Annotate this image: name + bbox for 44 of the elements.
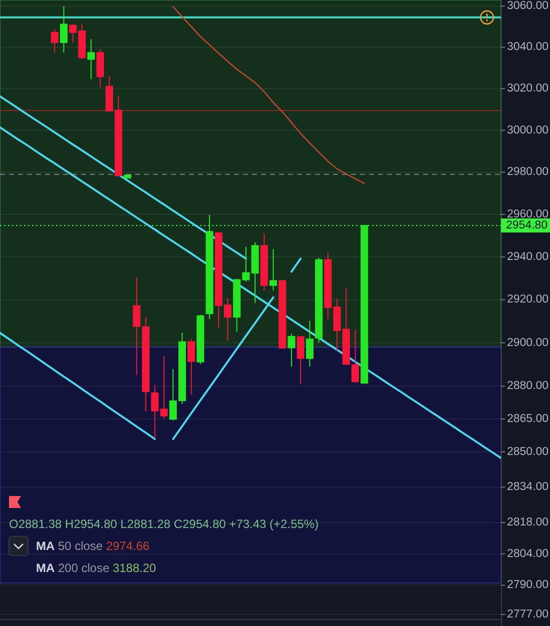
candlestick (288, 333, 296, 368)
y-tick-label: 2880.00 (507, 380, 549, 392)
candlestick (206, 214, 214, 320)
y-tick-label: 2940.00 (507, 250, 549, 263)
y-tick-label: 2900.00 (507, 336, 549, 349)
annotation: MA 50 close 2974.66 (36, 539, 150, 553)
y-tick-label: 2920.00 (507, 294, 549, 306)
candlestick (251, 242, 259, 304)
y-tick-label: 2960.00 (507, 208, 549, 220)
line-series (0, 126, 501, 459)
candlestick (60, 6, 68, 54)
ref-line-label: 2954.80 (506, 219, 548, 232)
candlestick (360, 224, 368, 384)
candlestick (260, 233, 268, 291)
candlestick (269, 248, 278, 291)
candlestick (188, 338, 196, 396)
y-tick-label: 3000.00 (507, 124, 549, 136)
candlestick (278, 280, 286, 349)
candlestick (351, 329, 360, 384)
y-tick-label: 2834.00 (507, 481, 549, 494)
candlestick (296, 336, 304, 385)
y-tick-label: 2980.00 (507, 166, 549, 178)
candlestick (124, 174, 132, 179)
candlestick (196, 314, 204, 365)
candlestick (50, 28, 58, 54)
candlestick (306, 320, 314, 368)
candlestick (315, 257, 323, 344)
candlestick (96, 48, 104, 88)
y-tick-label: 2777.00 (507, 608, 549, 620)
y-tick-label: 2850.00 (507, 446, 549, 458)
y-tick-label: 2865.00 (507, 412, 549, 425)
y-tick-label: 3060.00 (507, 0, 549, 12)
y-tick-label: 3040.00 (507, 41, 549, 54)
line-series (0, 95, 247, 260)
candlestick (324, 252, 332, 320)
line-series (0, 332, 156, 440)
annotation: MA 200 close 3188.20 (36, 561, 156, 575)
y-tick-label: 2818.00 (507, 516, 549, 529)
y-tick-label: 2790.00 (507, 579, 549, 592)
y-tick-label: 3020.00 (507, 82, 549, 95)
line-series (172, 6, 365, 184)
candlestick (87, 38, 95, 80)
y-tick-label: 2804.00 (507, 548, 549, 560)
annotation: O2881.38 H2954.80 L2881.28 C2954.80 +73.43 (+2.55%) (9, 517, 319, 531)
